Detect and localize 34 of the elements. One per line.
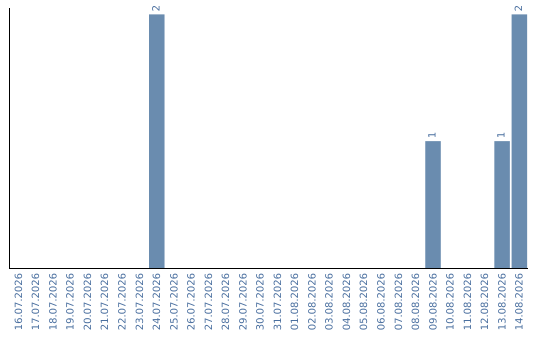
x-tick-label: 29.07.2026: [238, 273, 250, 330]
x-tick-label: 01.08.2026: [290, 273, 302, 330]
x-tick-label: 20.07.2026: [82, 273, 94, 330]
x-tick-label: 06.08.2026: [376, 273, 388, 330]
x-tick-label: 08.08.2026: [411, 273, 422, 330]
x-tick-label: 23.07.2026: [134, 273, 146, 330]
x-tick-label: 18.07.2026: [48, 273, 60, 330]
data-label: 1: [496, 132, 508, 138]
x-tick-label: 31.07.2026: [272, 273, 284, 330]
x-tick-label: 22.07.2026: [117, 273, 128, 330]
data-label: 1: [428, 132, 439, 138]
x-tick-label: 21.07.2026: [100, 273, 112, 330]
x-tick-label: 13.08.2026: [497, 273, 508, 330]
x-tick-label: 27.07.2026: [204, 273, 215, 330]
x-tick-label: 26.07.2026: [186, 273, 198, 330]
x-tick-label: 04.08.2026: [342, 273, 353, 330]
x-tick-label: 09.08.2026: [428, 273, 440, 330]
x-tick-label: 24.07.2026: [152, 273, 164, 330]
x-tick-label: 17.07.2026: [31, 273, 42, 330]
x-tick-label: 30.07.2026: [256, 273, 267, 330]
x-tick-label: 12.08.2026: [480, 273, 492, 330]
x-tick-label: 28.07.2026: [221, 273, 232, 330]
x-tick-label: 07.08.2026: [394, 273, 405, 330]
x-tick-label: 14.08.2026: [514, 273, 526, 330]
x-tick-label: 05.08.2026: [359, 273, 370, 330]
x-tick-label: 11.08.2026: [462, 273, 474, 330]
x-tick-label: 02.08.2026: [307, 273, 318, 330]
x-tick-label: 19.07.2026: [66, 273, 77, 330]
x-tick-label: 16.07.2026: [14, 273, 25, 330]
x-tick-label: 03.08.2026: [324, 273, 336, 330]
data-label: 2: [151, 4, 162, 12]
x-tick-label: 10.08.2026: [446, 273, 457, 330]
data-label: 2: [514, 4, 525, 12]
x-tick-label: 25.07.2026: [169, 273, 180, 330]
